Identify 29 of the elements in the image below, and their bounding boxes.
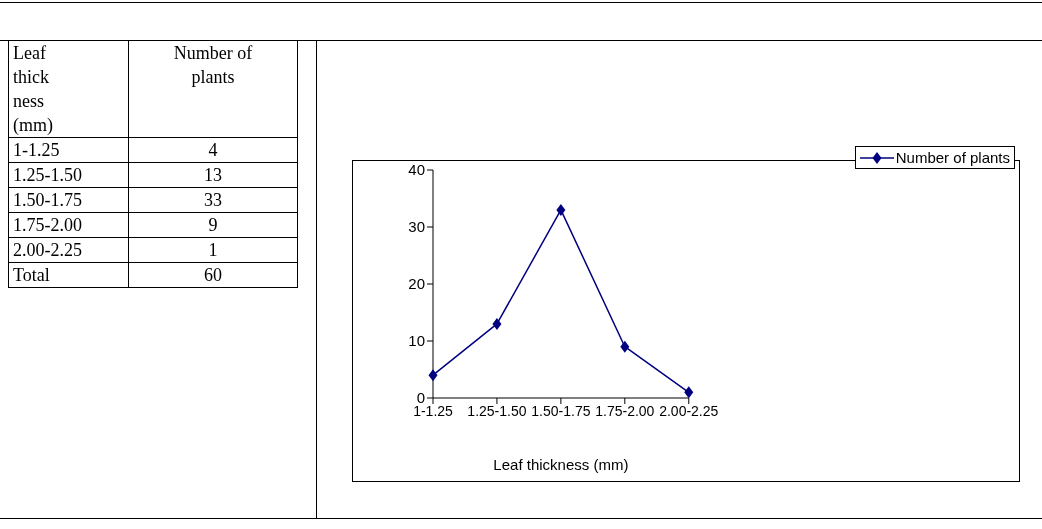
- point: [684, 386, 694, 398]
- y-tick-label: 30: [408, 218, 425, 236]
- text: 60: [128, 262, 298, 288]
- x-tick-label: 1.25-1.50: [467, 402, 527, 419]
- legend-label: Number of plants: [895, 149, 1010, 166]
- point: [428, 369, 438, 382]
- y-tick-label: 20: [408, 275, 425, 293]
- text: 9: [128, 212, 298, 238]
- text: Leaf thick ness (mm): [13, 42, 54, 137]
- text: Total: [13, 264, 51, 287]
- text: 4: [128, 137, 298, 163]
- text: 33: [128, 187, 298, 213]
- point: [556, 203, 566, 216]
- x-axis-title: Leaf thickness (mm): [493, 456, 629, 473]
- y-tick-label: 40: [408, 161, 425, 179]
- text: 1-1.25: [13, 139, 61, 162]
- text: 1.25-1.50: [13, 164, 83, 187]
- x-tick-label: 1.75-2.00: [595, 402, 655, 419]
- point: [492, 317, 502, 330]
- text: 2.00-2.25: [13, 239, 83, 262]
- y-tick-label: 10: [408, 332, 425, 350]
- x-tick-label: 2.00-2.25: [659, 402, 719, 419]
- x-tick-label: 1.50-1.75: [531, 402, 591, 419]
- text: 1: [128, 237, 298, 263]
- text: 1.50-1.75: [13, 189, 83, 212]
- text: 13: [128, 162, 298, 188]
- text: 1.75-2.00: [13, 214, 83, 237]
- point: [620, 340, 630, 353]
- text: Number of plants: [172, 42, 254, 89]
